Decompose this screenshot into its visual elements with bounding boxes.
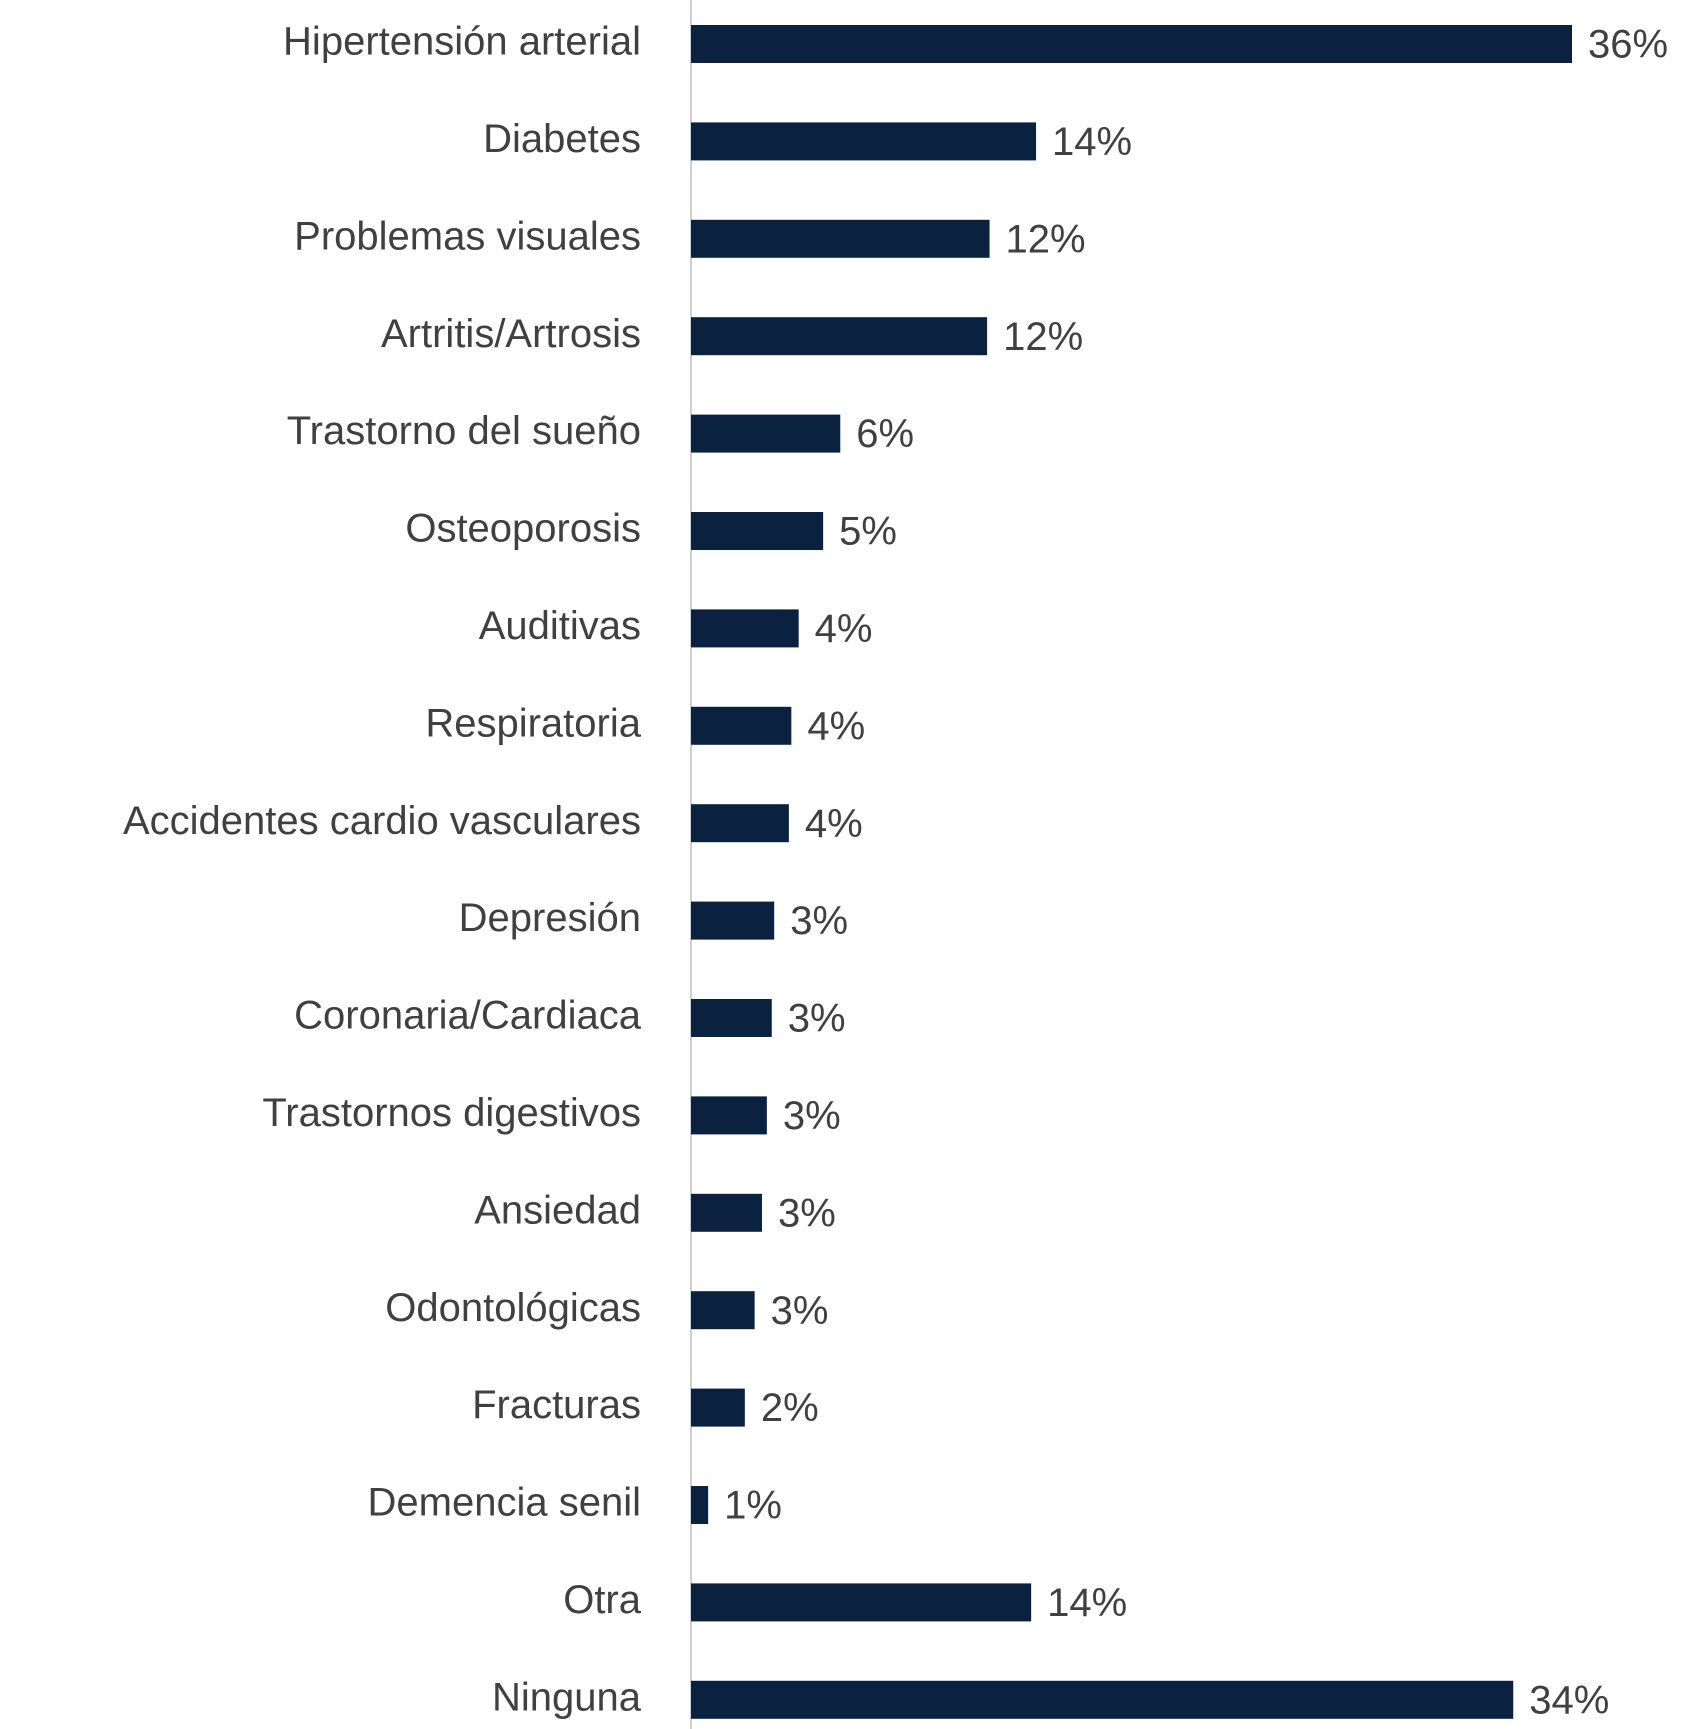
bar bbox=[691, 512, 824, 550]
bar bbox=[691, 706, 792, 745]
category-label: Problemas visuales bbox=[294, 214, 641, 258]
bar bbox=[691, 122, 1037, 161]
bar bbox=[691, 999, 772, 1037]
bar bbox=[691, 1096, 767, 1135]
value-label: 3% bbox=[783, 1094, 841, 1138]
value-label: 34% bbox=[1529, 1678, 1609, 1722]
bar bbox=[691, 1388, 745, 1427]
value-label: 4% bbox=[815, 607, 873, 651]
category-label: Artritis/Artrosis bbox=[381, 312, 641, 356]
bar bbox=[691, 1680, 1514, 1719]
category-label: Coronaria/Cardiaca bbox=[294, 994, 642, 1038]
bar bbox=[691, 1291, 755, 1330]
value-label: 14% bbox=[1047, 1581, 1127, 1625]
value-label: 4% bbox=[805, 802, 863, 846]
category-label: Osteoporosis bbox=[405, 507, 641, 551]
category-label: Hipertensión arterial bbox=[283, 20, 641, 64]
value-label: 3% bbox=[771, 1289, 829, 1333]
value-label: 1% bbox=[724, 1484, 782, 1528]
value-label: 14% bbox=[1052, 120, 1132, 164]
category-label: Respiratoria bbox=[425, 701, 641, 745]
bar bbox=[691, 25, 1572, 63]
value-label: 3% bbox=[778, 1191, 836, 1235]
category-label: Auditivas bbox=[479, 604, 641, 648]
value-label: 5% bbox=[839, 510, 897, 554]
category-label: Fracturas bbox=[472, 1383, 641, 1427]
category-label: Diabetes bbox=[483, 117, 641, 161]
bar bbox=[691, 317, 988, 356]
category-label: Demencia senil bbox=[368, 1481, 641, 1525]
bar bbox=[691, 901, 775, 940]
category-label: Trastorno del sueño bbox=[287, 409, 641, 453]
value-label: 4% bbox=[807, 704, 865, 748]
category-label: Odontológicas bbox=[385, 1286, 641, 1330]
bar bbox=[691, 219, 990, 258]
bar bbox=[691, 1193, 762, 1232]
category-label: Depresión bbox=[459, 896, 641, 940]
bar bbox=[691, 1486, 709, 1524]
category-label: Trastornos digestivos bbox=[262, 1091, 641, 1135]
value-label: 12% bbox=[1003, 315, 1083, 359]
value-label: 2% bbox=[761, 1386, 819, 1430]
category-label: Ansiedad bbox=[474, 1188, 641, 1232]
bar bbox=[691, 1583, 1032, 1622]
bar bbox=[691, 609, 799, 648]
bar bbox=[691, 414, 841, 453]
value-label: 36% bbox=[1588, 23, 1668, 67]
category-label: Accidentes cardio vasculares bbox=[123, 799, 641, 843]
category-label: Otra bbox=[563, 1578, 642, 1622]
bar bbox=[691, 804, 789, 843]
value-label: 6% bbox=[856, 412, 914, 456]
value-label: 12% bbox=[1006, 217, 1086, 261]
category-label: Ninguna bbox=[492, 1675, 642, 1719]
value-label: 3% bbox=[790, 899, 848, 943]
value-label: 3% bbox=[788, 997, 846, 1041]
